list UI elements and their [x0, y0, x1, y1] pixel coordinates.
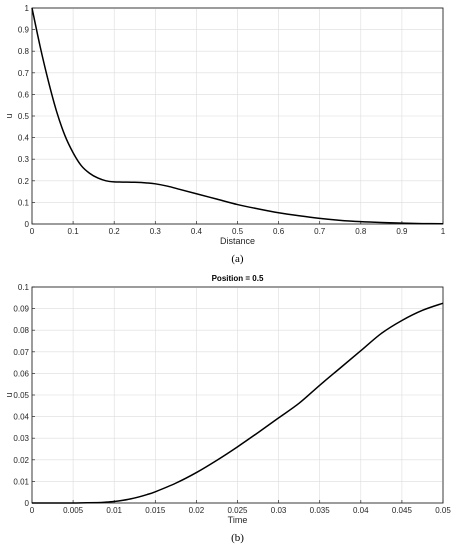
- chart-title: Position = 0.5: [212, 274, 264, 283]
- x-tick-label: 0.7: [314, 227, 326, 236]
- x-tick-label: 0.03: [271, 506, 287, 515]
- y-tick-label: 0.6: [18, 90, 30, 99]
- x-tick-label: 1: [441, 227, 446, 236]
- y-tick-label: 0.9: [18, 26, 30, 35]
- y-tick-label: 0.07: [13, 348, 29, 357]
- y-tick-label: 0: [25, 220, 30, 229]
- y-tick-label: 0.4: [18, 134, 30, 143]
- y-tick-label: 0.05: [13, 391, 29, 400]
- x-tick-label: 0.6: [273, 227, 285, 236]
- series-line: [31, 302, 444, 504]
- y-tick-label: 0.08: [13, 326, 29, 335]
- panel-label: (a): [231, 253, 244, 265]
- x-tick-label: 0.05: [435, 506, 451, 515]
- x-tick-label: 0.1: [68, 227, 80, 236]
- panel-label: (b): [231, 532, 244, 544]
- y-tick-label: 0.1: [18, 283, 30, 292]
- chart-time: 0 0.005 0.01 0.015 0.02 0.025 0.03 0.035 0.04 0.0…: [4, 274, 451, 544]
- y-tick-label: 0.1: [18, 198, 30, 207]
- x-tick-label: 0: [30, 227, 35, 236]
- y-tick-label: 0.09: [13, 305, 29, 314]
- y-tick-label: 0: [25, 499, 30, 508]
- y-tick-label: 0.03: [13, 434, 29, 443]
- x-tick-label: 0.015: [145, 506, 166, 515]
- y-axis-label: u: [4, 113, 14, 118]
- y-tick-label: 0.8: [18, 47, 30, 56]
- chart-distance: 0 0.1 0.2 0.3 0.4 0.5 0.6 0.7 0.8 0.9 1 0 0.1 0.2 0.3 0…: [4, 4, 446, 265]
- x-tick-label: 0.2: [109, 227, 121, 236]
- x-tick-label: 0.02: [189, 506, 205, 515]
- x-tick-label: 0.3: [150, 227, 162, 236]
- x-tick-label: 0.005: [63, 506, 84, 515]
- x-tick-label: 0.01: [106, 506, 122, 515]
- x-tick-label: 0.9: [396, 227, 408, 236]
- x-tick-label: 0: [30, 506, 35, 515]
- x-tick-label: 0.4: [191, 227, 203, 236]
- x-tick-label: 0.035: [310, 506, 331, 515]
- x-tick-label: 0.04: [353, 506, 369, 515]
- y-tick-label: 0.02: [13, 456, 29, 465]
- y-tick-label: 1: [25, 4, 30, 13]
- x-axis-label: Time: [228, 515, 248, 525]
- y-tick-label: 0.7: [18, 69, 30, 78]
- y-tick-label: 0.2: [18, 177, 30, 186]
- x-tick-label: 0.8: [355, 227, 367, 236]
- y-axis-label: u: [4, 392, 14, 397]
- x-axis-label: Distance: [220, 236, 255, 246]
- series-line: [31, 7, 444, 225]
- x-tick-label: 0.5: [232, 227, 244, 236]
- x-tick-label: 0.045: [392, 506, 413, 515]
- y-tick-label: 0.06: [13, 369, 29, 378]
- y-tick-label: 0.01: [13, 477, 29, 486]
- y-tick-label: 0.04: [13, 413, 29, 422]
- x-tick-label: 0.025: [227, 506, 248, 515]
- y-tick-label: 0.3: [18, 155, 30, 164]
- y-tick-label: 0.5: [18, 112, 30, 121]
